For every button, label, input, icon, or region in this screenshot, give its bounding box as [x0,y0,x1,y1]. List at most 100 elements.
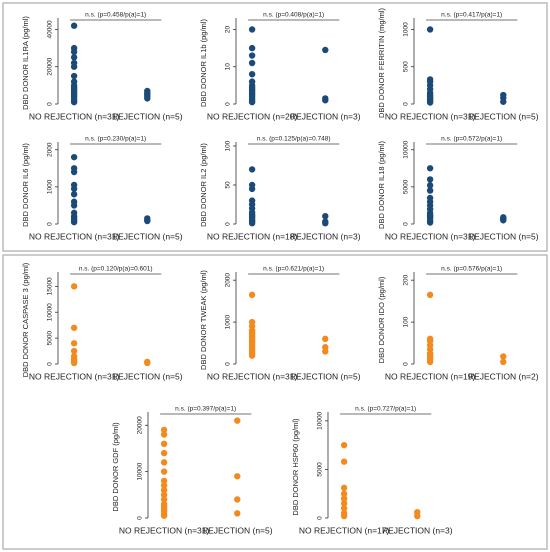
point [70,185,78,192]
y-tick-label: 1000 [403,22,410,37]
annotation: n.s. (p=0.230/p(a)=1) [85,136,146,143]
point [160,431,168,438]
x-tick-label: NO REJECTION (n=31) [29,111,120,121]
y-tick-label: 10 [225,63,232,71]
point [322,348,329,355]
point [144,95,151,102]
panel-frame-bottom [2,254,548,550]
annotation: n.s. (p=0.408/p(a)=1) [263,12,324,19]
point [70,63,78,70]
point [426,358,434,366]
y-tick-label: 0 [47,362,54,366]
point [70,359,78,367]
y-tick-label: 2000 [225,273,232,288]
point [322,335,329,343]
annotation: n.s. (p=0.621/p(a)=1) [263,266,324,273]
point [322,97,329,104]
point [426,176,434,183]
point [426,291,434,299]
x-tick-label: REJECTION (n=3) [290,111,361,121]
y-tick-label: 0 [225,222,232,226]
y-tick-label: 100 [225,140,232,151]
point [234,510,241,517]
y-tick-label: 0 [403,222,410,226]
annotation: n.s. (p=0.727/p(a)=1) [355,406,416,413]
point [340,490,348,497]
y-axis-label: DBD DONOR IL18 (pg/ml) [377,141,386,229]
y-tick-label: 15000 [47,277,54,295]
x-tick-label: REJECTION (n=3) [382,525,453,535]
point [340,458,348,465]
y-tick-label: 20000 [47,57,54,75]
point [248,185,256,193]
x-tick-label: NO REJECTION (n=18) [207,231,298,241]
point [160,496,168,503]
y-tick-label: 0 [403,102,410,106]
point [414,512,421,520]
x-tick-label: NO REJECTION (n=31) [119,525,210,535]
point [160,426,168,434]
point [160,440,168,448]
point [500,217,507,224]
y-axis-label: DBD DONOR FERRITIN (mg/ml) [377,8,386,118]
point [70,347,78,355]
point [234,417,241,424]
point [70,48,78,56]
y-axis-label: DBD DONOR IDO (pg/ml) [377,276,386,363]
point [340,500,348,507]
point [70,340,78,347]
y-tick-label: 5000 [403,179,410,194]
y-tick-label: 20000 [137,416,144,434]
y-tick-label: 10000 [137,462,144,480]
y-axis-label: DBD DONOR IL1b (pg/ml) [199,19,208,107]
annotation: n.s. (p=0.572/p(a)=1) [441,136,502,143]
point [70,153,78,161]
point [70,72,78,80]
point [426,26,434,33]
x-tick-label: REJECTION (n=5) [112,231,183,241]
y-tick-label: 10000 [403,140,410,158]
y-tick-label: 0 [47,102,54,106]
y-tick-label: 500 [403,61,410,72]
point [340,441,348,449]
point [160,477,168,485]
point [248,166,256,173]
point [70,168,78,176]
x-tick-label: NO REJECTION (n=20) [207,111,298,121]
y-axis-label: DBD DONOR IL1RA (pg/ml) [21,16,30,110]
point [70,202,78,209]
point [70,98,78,106]
point [70,54,78,61]
point [500,353,507,360]
point [160,482,168,489]
x-tick-label: REJECTION (n=3) [290,231,361,241]
x-tick-label: REJECTION (n=5) [112,371,183,381]
point [160,512,168,519]
point [322,213,329,220]
y-tick-label: 1000 [47,179,54,194]
point [322,220,329,227]
point [234,473,241,480]
point [500,358,507,366]
x-tick-label: REJECTION (n=5) [202,525,273,535]
point [426,182,434,189]
point [248,220,256,227]
point [340,505,348,512]
x-tick-label: NO REJECTION (n=19) [385,371,476,381]
y-tick-label: 50 [225,181,232,189]
x-tick-label: NO REJECTION (n=31) [207,371,298,381]
x-tick-label: REJECTION (n=5) [290,371,361,381]
point [160,459,168,466]
x-tick-label: NO REJECTION (n=31) [29,371,120,381]
y-axis-label: DBD DONOR HSP60 (pg/ml) [291,418,300,516]
point [500,98,507,105]
point [70,283,78,290]
x-tick-label: NO REJECTION (n=31) [385,111,476,121]
point [160,491,168,499]
annotation: n.s. (p=0.125/p(a)=0.748) [257,136,331,143]
point [322,46,329,54]
annotation: n.s. (p=0.397/p(a)=1) [175,406,236,413]
x-tick-label: REJECTION (n=5) [468,231,539,241]
x-tick-label: REJECTION (n=5) [468,111,539,121]
